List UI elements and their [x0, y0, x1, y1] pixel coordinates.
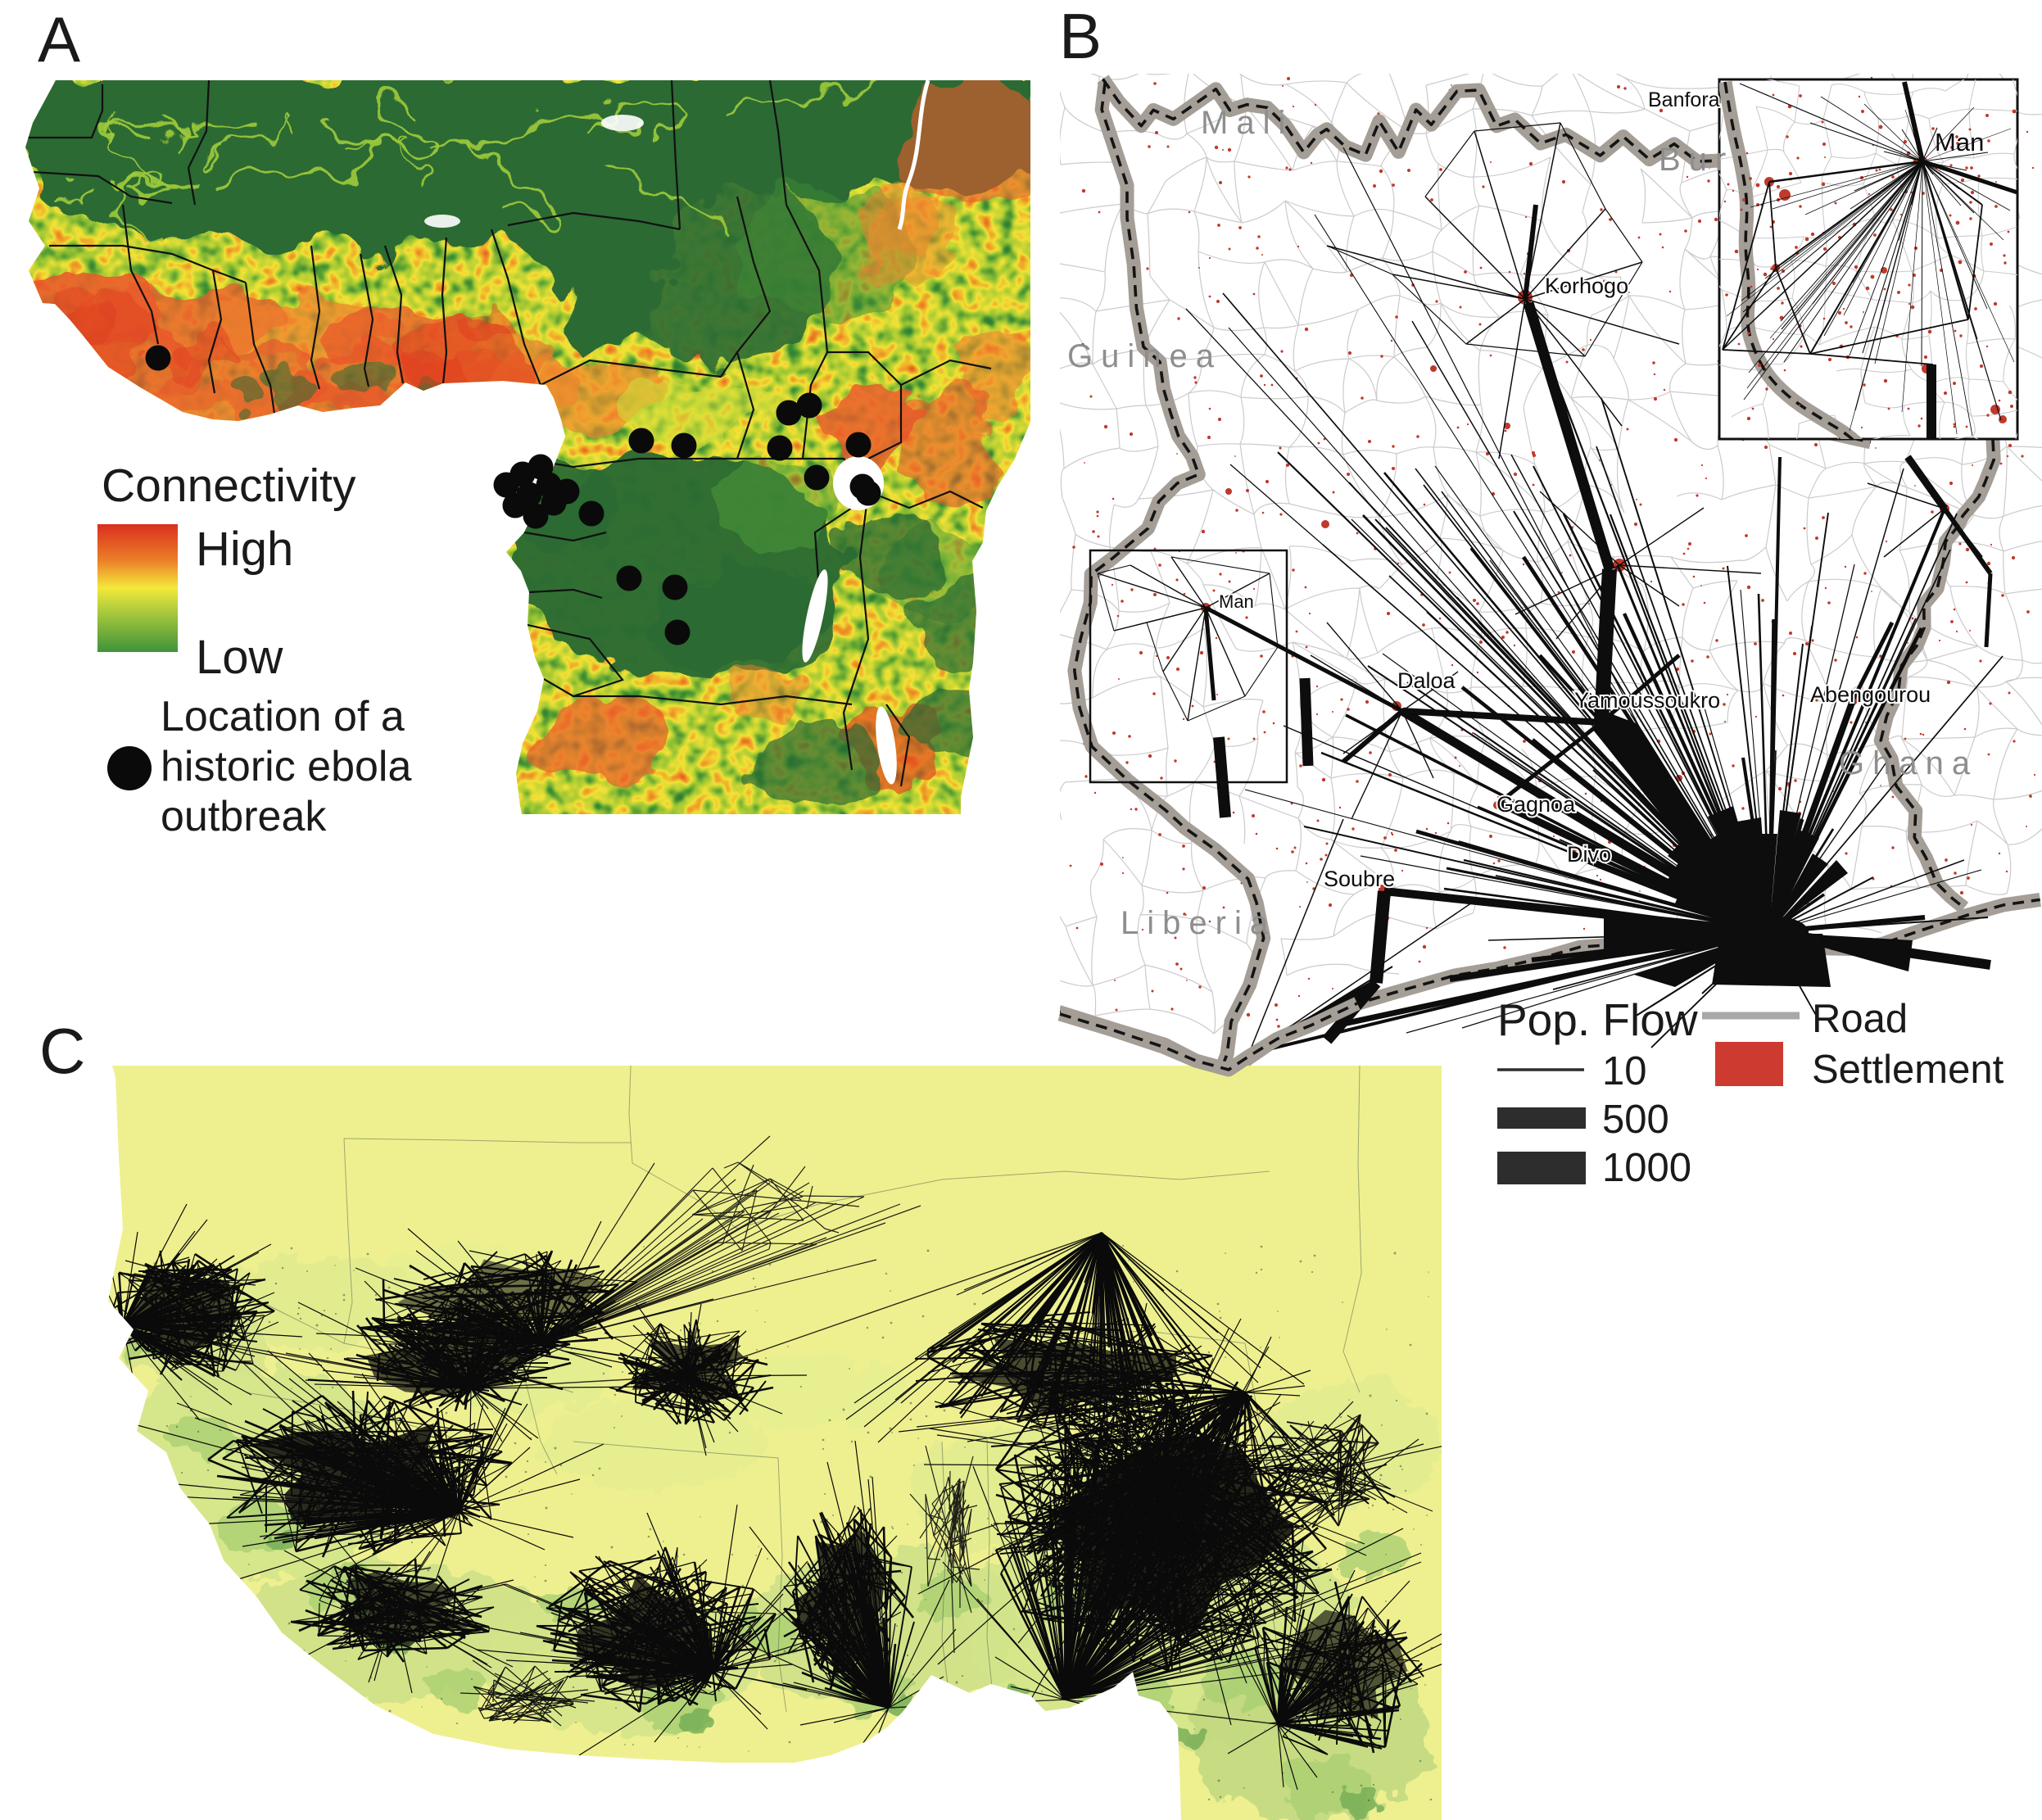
svg-text:High: High	[196, 523, 293, 576]
svg-text:Settlement: Settlement	[1812, 1048, 2004, 1092]
svg-text:C: C	[39, 1015, 85, 1087]
svg-text:Soubre: Soubre	[1324, 867, 1395, 891]
svg-text:Pop. Flow: Pop. Flow	[1497, 994, 1698, 1045]
svg-text:Low: Low	[196, 631, 284, 684]
svg-text:Divo: Divo	[1567, 842, 1611, 867]
svg-text:Road: Road	[1812, 997, 1908, 1041]
svg-text:A: A	[38, 3, 80, 75]
svg-text:Connectivity: Connectivity	[102, 460, 356, 512]
svg-text:Guinea: Guinea	[1067, 338, 1222, 374]
svg-text:Banfora: Banfora	[1648, 88, 1720, 111]
svg-text:Korhogo: Korhogo	[1545, 274, 1628, 298]
svg-text:Mali: Mali	[1201, 105, 1293, 141]
svg-text:Abengourou: Abengourou	[1810, 682, 1931, 707]
svg-text:historic ebola: historic ebola	[161, 743, 411, 790]
svg-text:Bur: Bur	[1659, 142, 1734, 178]
svg-text:Ghana: Ghana	[1839, 745, 1978, 781]
svg-text:Location of a: Location of a	[161, 693, 405, 740]
svg-text:Liberia: Liberia	[1121, 905, 1276, 941]
svg-text:outbreak: outbreak	[161, 793, 327, 840]
svg-text:10: 10	[1602, 1049, 1647, 1093]
svg-text:Gagnoa: Gagnoa	[1496, 792, 1576, 817]
svg-text:Daloa: Daloa	[1397, 668, 1456, 693]
svg-text:Man: Man	[1935, 128, 1984, 156]
svg-text:1000: 1000	[1602, 1146, 1691, 1190]
svg-text:B: B	[1059, 0, 1102, 72]
svg-text:Yamoussoukro: Yamoussoukro	[1574, 688, 1720, 713]
svg-text:500: 500	[1602, 1098, 1669, 1142]
svg-text:Man: Man	[1219, 591, 1254, 612]
